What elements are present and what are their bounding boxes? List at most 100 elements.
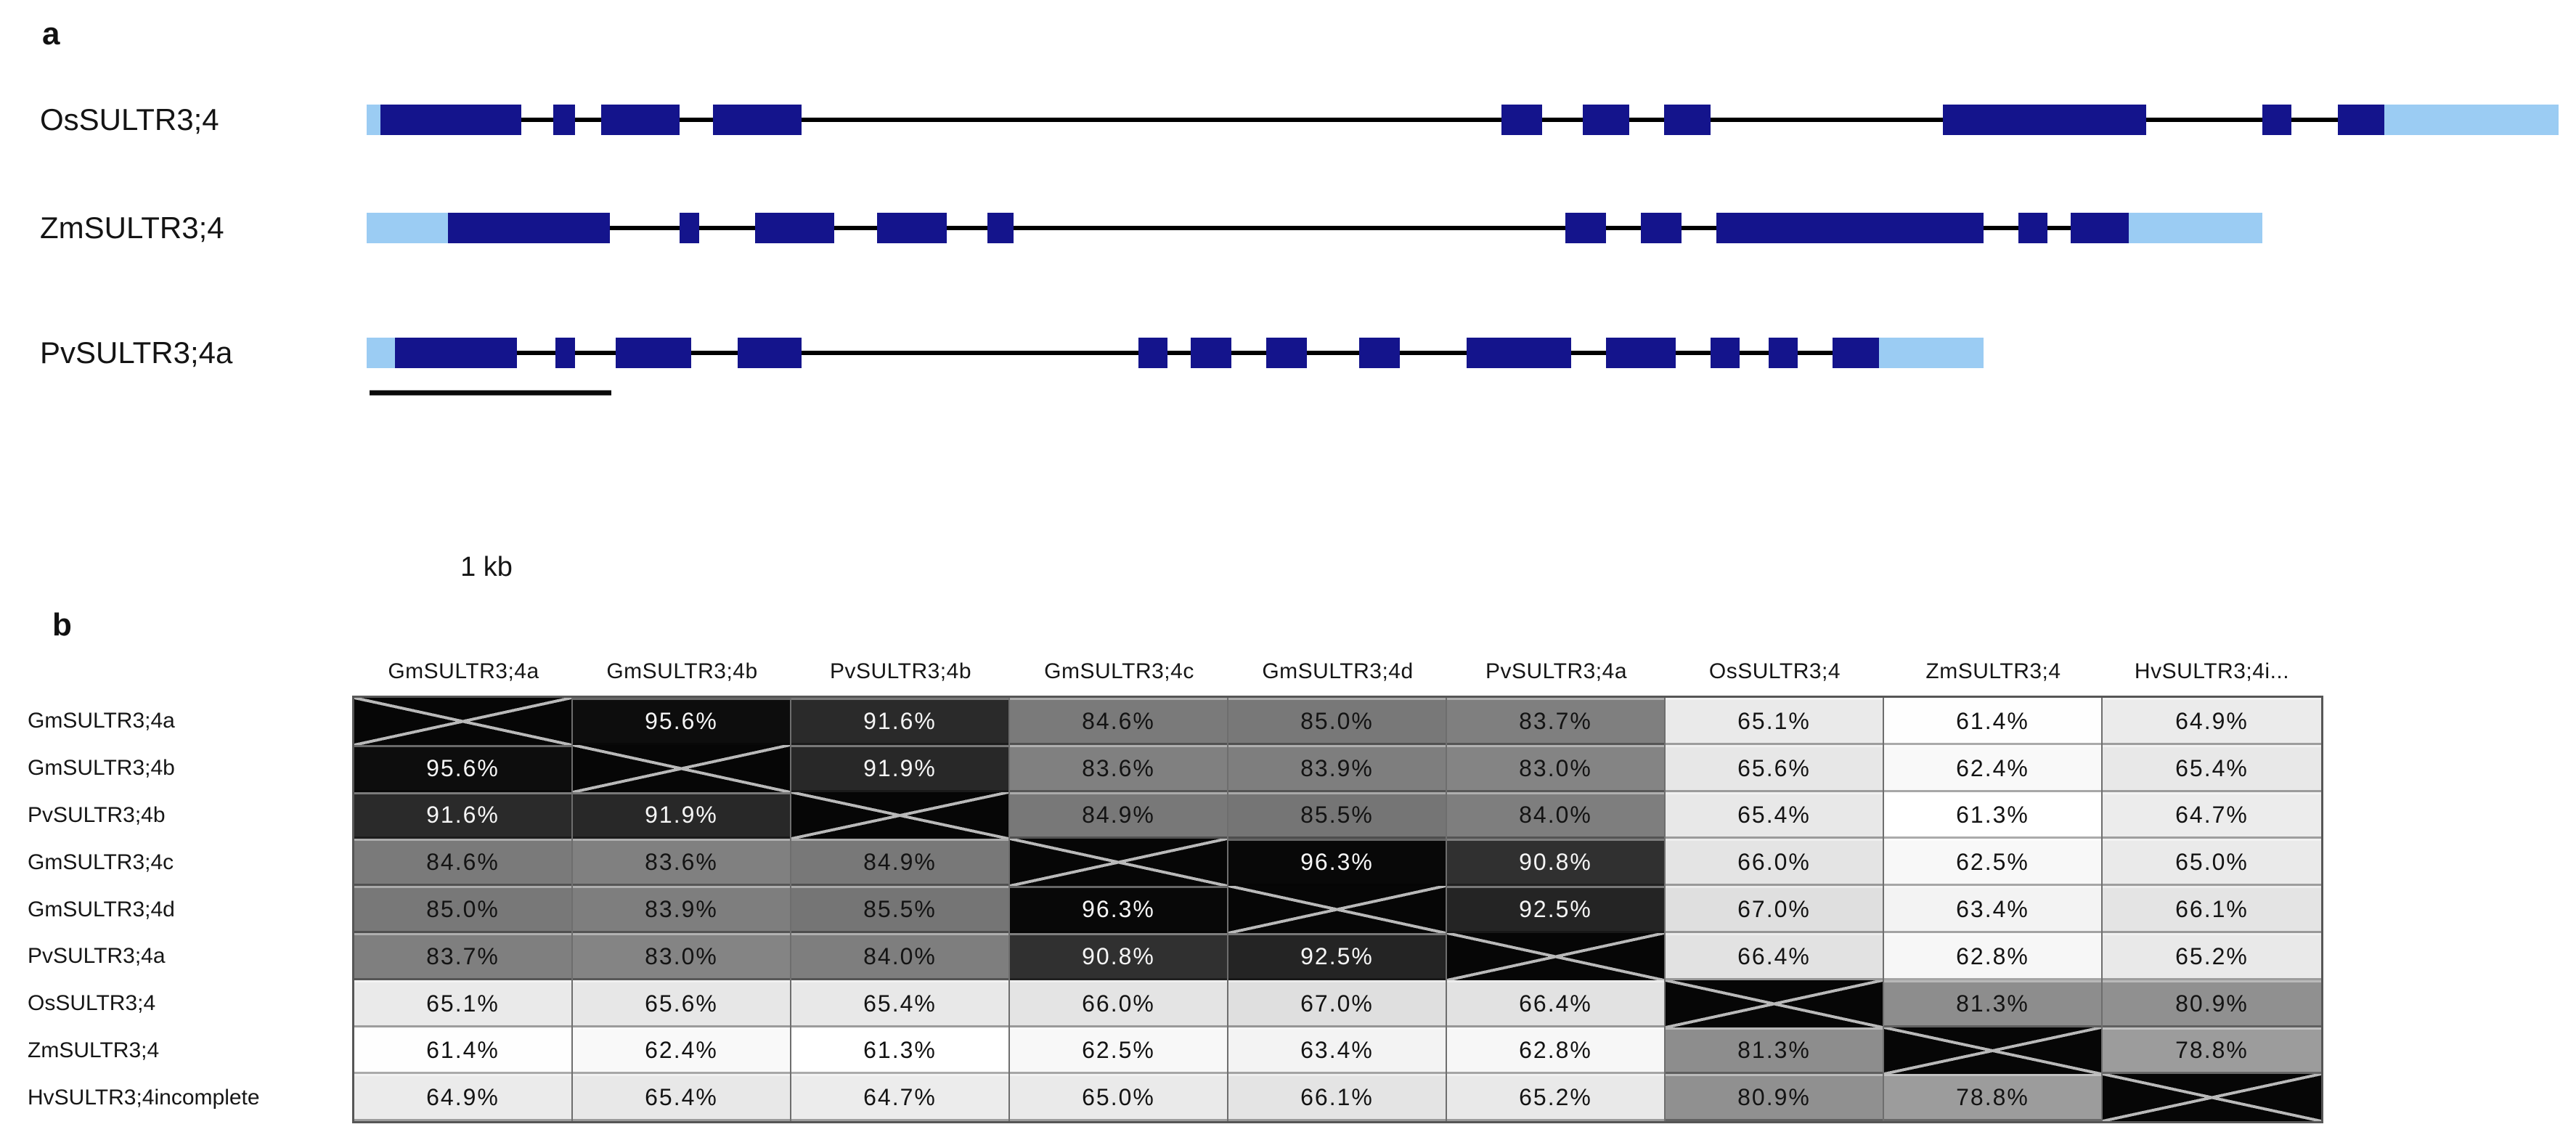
exon-segment [2071, 213, 2129, 243]
matrix-cell: 64.7% [2103, 791, 2321, 839]
matrix-row-label: GmSULTR3;4a [28, 709, 175, 733]
matrix-cell: 62.5% [1010, 1027, 1228, 1075]
identity-matrix: 95.6% 91.6% 84.6% 85.0% 83.7% 65.1% 61.4% 64.9%… [352, 696, 2323, 1124]
matrix-cell: 62.8% [1884, 932, 2103, 980]
utr-segment [367, 338, 395, 368]
exon-segment [1606, 338, 1676, 368]
matrix-cell: 92.5% [1228, 932, 1447, 980]
matrix-diagonal-cell [354, 698, 573, 745]
matrix-row-label: PvSULTR3;4a [28, 944, 166, 969]
matrix-column-headers: GmSULTR3;4a GmSULTR3;4b PvSULTR3;4b GmSULTR… [354, 648, 2321, 691]
matrix-cell: 61.4% [1884, 698, 2103, 745]
matrix-cell: 65.4% [791, 980, 1010, 1027]
matrix-row-label: GmSULTR3;4c [28, 850, 174, 874]
matrix-cell: 65.1% [1666, 698, 1884, 745]
matrix-cell: 85.0% [1228, 698, 1447, 745]
matrix-cell: 61.3% [791, 1027, 1010, 1075]
matrix-diagonal-cell [791, 791, 1010, 839]
matrix-diagonal-cell [1447, 932, 1666, 980]
matrix-cell: 84.9% [791, 839, 1010, 887]
exon-segment [755, 213, 834, 243]
exon-segment [2262, 105, 2291, 135]
exon-segment [1565, 213, 1606, 243]
matrix-cell: 84.0% [791, 932, 1010, 980]
matrix-column-header: GmSULTR3;4b [606, 659, 758, 683]
utr-segment [2384, 105, 2559, 135]
matrix-row-label: HvSULTR3;4incomplete [28, 1085, 260, 1110]
matrix-cell: 66.0% [1010, 980, 1228, 1027]
exon-segment [1943, 105, 2146, 135]
matrix-cell: 67.0% [1666, 886, 1884, 933]
matrix-cell: 85.0% [354, 886, 573, 933]
matrix-cell: 63.4% [1884, 886, 2103, 933]
matrix-row-label: PvSULTR3;4b [28, 802, 166, 827]
exon-segment [553, 105, 575, 135]
exon-segment [1191, 338, 1231, 368]
matrix-column-header: PvSULTR3;4a [1485, 659, 1628, 683]
exon-segment [738, 338, 802, 368]
matrix-cell: 83.9% [1228, 744, 1447, 792]
matrix-cell: 78.8% [1884, 1074, 2103, 1122]
matrix-cell: 83.7% [1447, 698, 1666, 745]
gene-structure-diagram [367, 105, 2559, 396]
exon-segment [877, 213, 947, 243]
panel-b-letter: b [52, 607, 72, 643]
utr-segment [2129, 213, 2262, 243]
exon-segment [1266, 338, 1307, 368]
matrix-cell: 64.7% [791, 1074, 1010, 1122]
matrix-cell: 85.5% [791, 886, 1010, 933]
exon-segment [1359, 338, 1400, 368]
matrix-diagonal-cell [573, 744, 791, 792]
matrix-cell: 83.0% [573, 932, 791, 980]
panel-a-letter: a [42, 16, 60, 52]
matrix-cell: 65.4% [2103, 744, 2321, 792]
exon-segment [1664, 105, 1711, 135]
matrix-diagonal-cell [1666, 980, 1884, 1027]
exon-segment [680, 213, 699, 243]
matrix-cell: 61.4% [354, 1027, 573, 1075]
matrix-cell: 78.8% [2103, 1027, 2321, 1075]
exon-segment [1501, 105, 1542, 135]
matrix-cell: 66.4% [1666, 932, 1884, 980]
exon-segment [1467, 338, 1571, 368]
matrix-cell: 84.6% [354, 839, 573, 887]
matrix-cell: 65.2% [2103, 932, 2321, 980]
matrix-row-label: GmSULTR3;4d [28, 897, 175, 921]
exon-segment [2018, 213, 2047, 243]
matrix-column-header: OsSULTR3;4 [1708, 659, 1841, 683]
matrix-column-header: GmSULTR3;4c [1044, 659, 1194, 683]
matrix-cell: 65.0% [1010, 1074, 1228, 1122]
matrix-cell: 65.0% [2103, 839, 2321, 887]
matrix-column-header: GmSULTR3;4a [388, 659, 539, 683]
matrix-cell: 80.9% [2103, 980, 2321, 1027]
matrix-cell: 83.6% [1010, 744, 1228, 792]
exon-segment [380, 105, 521, 135]
matrix-cell: 67.0% [1228, 980, 1447, 1027]
matrix-cell: 66.1% [2103, 886, 2321, 933]
matrix-cell: 91.9% [791, 744, 1010, 792]
scale-bar-label: 1 kb [460, 552, 513, 582]
utr-segment [367, 213, 448, 243]
matrix-cell: 83.7% [354, 932, 573, 980]
matrix-cell: 92.5% [1447, 886, 1666, 933]
exon-segment [1716, 213, 1984, 243]
matrix-cell: 95.6% [354, 744, 573, 792]
matrix-cell: 62.4% [573, 1027, 791, 1075]
matrix-row-labels: GmSULTR3;4a GmSULTR3;4b PvSULTR3;4b GmSULTR… [28, 698, 351, 1121]
matrix-diagonal-cell [1228, 886, 1447, 933]
exon-segment [1711, 338, 1740, 368]
matrix-cell: 65.4% [573, 1074, 791, 1122]
matrix-column-header: GmSULTR3;4d [1262, 659, 1414, 683]
matrix-column-header: HvSULTR3;4i... [2134, 659, 2290, 683]
matrix-row-label: OsSULTR3;4 [28, 991, 156, 1016]
exon-segment [448, 213, 610, 243]
matrix-cell: 66.0% [1666, 839, 1884, 887]
matrix-cell: 83.9% [573, 886, 791, 933]
matrix-cell: 91.6% [354, 791, 573, 839]
gene-label-ossultr3-4: OsSULTR3;4 [40, 102, 219, 137]
exon-segment [1641, 213, 1682, 243]
exon-segment [1138, 338, 1167, 368]
gene-label-zmsultr3-4: ZmSULTR3;4 [40, 211, 224, 245]
matrix-cell: 62.4% [1884, 744, 2103, 792]
